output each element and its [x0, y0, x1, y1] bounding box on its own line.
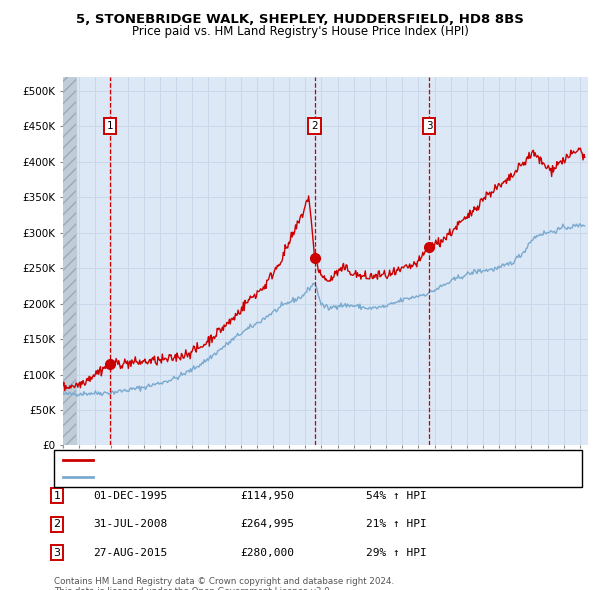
Text: 29% ↑ HPI: 29% ↑ HPI: [366, 548, 427, 558]
Text: £280,000: £280,000: [240, 548, 294, 558]
Text: 31-JUL-2008: 31-JUL-2008: [93, 519, 167, 529]
Text: 27-AUG-2015: 27-AUG-2015: [93, 548, 167, 558]
Text: £114,950: £114,950: [240, 491, 294, 501]
Text: HPI: Average price, detached house, Kirklees: HPI: Average price, detached house, Kirk…: [99, 472, 323, 481]
Text: 21% ↑ HPI: 21% ↑ HPI: [366, 519, 427, 529]
Text: 54% ↑ HPI: 54% ↑ HPI: [366, 491, 427, 501]
Text: £264,995: £264,995: [240, 519, 294, 529]
Text: Contains HM Land Registry data © Crown copyright and database right 2024.
This d: Contains HM Land Registry data © Crown c…: [54, 577, 394, 590]
Text: 5, STONEBRIDGE WALK, SHEPLEY, HUDDERSFIELD, HD8 8BS: 5, STONEBRIDGE WALK, SHEPLEY, HUDDERSFIE…: [76, 13, 524, 26]
Text: 3: 3: [53, 548, 61, 558]
Text: 1: 1: [107, 122, 113, 132]
Text: 01-DEC-1995: 01-DEC-1995: [93, 491, 167, 501]
Text: Price paid vs. HM Land Registry's House Price Index (HPI): Price paid vs. HM Land Registry's House …: [131, 25, 469, 38]
Text: 3: 3: [426, 122, 433, 132]
Bar: [63, 77, 76, 445]
Bar: [63, 77, 76, 445]
Text: 5, STONEBRIDGE WALK, SHEPLEY, HUDDERSFIELD, HD8 8BS (detached house): 5, STONEBRIDGE WALK, SHEPLEY, HUDDERSFIE…: [99, 455, 490, 464]
Text: 1: 1: [53, 491, 61, 501]
Text: 2: 2: [53, 519, 61, 529]
Text: 2: 2: [311, 122, 318, 132]
